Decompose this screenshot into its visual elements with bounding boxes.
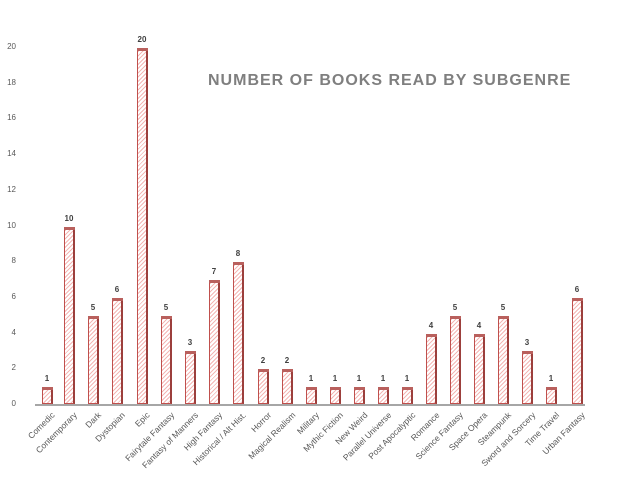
data-label: 1 [548,374,554,384]
bar [378,387,389,404]
y-tick-label: 8 [11,256,16,266]
data-label: 6 [114,284,120,294]
data-label: 1 [44,374,50,384]
bar [474,333,485,404]
bar [354,387,365,404]
x-tick-label: Epic [133,410,153,429]
y-tick-label: 10 [7,220,16,230]
y-tick-label: 14 [7,149,16,159]
bar [306,387,317,404]
bar [185,351,196,404]
bar [498,315,509,404]
bar [572,297,583,404]
data-label: 8 [235,249,241,259]
bar [233,262,244,404]
data-label: 5 [452,302,458,312]
data-label: 5 [90,302,96,312]
chart-title: NUMBER OF BOOKS READ BY SUBGENRE [208,72,572,89]
data-label: 1 [308,374,314,384]
y-tick-label: 6 [11,291,16,301]
bar [402,387,413,404]
bar [161,315,172,404]
y-tick-label: 2 [11,363,16,373]
bar [546,387,557,404]
data-label: 1 [380,374,386,384]
bar [330,387,341,404]
bar [112,297,123,404]
bar [258,369,269,404]
y-tick-label: 18 [7,77,16,87]
data-label: 1 [404,374,410,384]
data-label: 5 [163,302,169,312]
y-tick-label: 0 [11,399,16,408]
bar [426,333,437,404]
bar [522,351,533,404]
bar [209,280,220,404]
y-tick-label: 12 [7,184,16,194]
data-label: 1 [356,374,362,384]
bar [42,387,53,404]
data-label: 3 [187,338,193,348]
x-tick-label: Dark [83,410,104,430]
data-label: 4 [428,320,434,330]
data-label: 6 [574,284,580,294]
data-label: 2 [260,356,266,366]
y-tick-label: 20 [7,42,16,51]
bar [282,369,293,404]
y-tick-label: 4 [11,327,16,337]
bar [64,226,75,404]
x-axis-line [35,404,585,406]
data-label: 2 [284,356,290,366]
data-label: 10 [64,213,74,223]
data-label: 5 [500,302,506,312]
data-label: 4 [476,320,482,330]
y-tick-label: 16 [7,113,16,123]
bar [137,48,148,404]
data-label: 3 [524,338,530,348]
data-label: 7 [211,267,217,277]
data-label: 1 [332,374,338,384]
bar [88,315,99,404]
data-label: 20 [137,35,147,44]
bar [450,315,461,404]
